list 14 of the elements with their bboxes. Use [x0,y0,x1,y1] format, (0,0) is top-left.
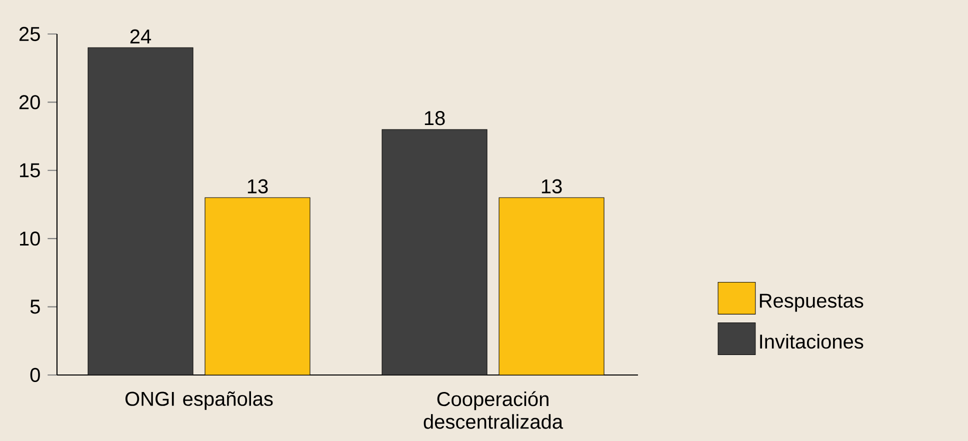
legend-label: Invitaciones [760,334,864,349]
legend-label: Respuestas [760,294,864,312]
data-label: 13 [542,179,562,194]
y-tick-label: 5 [30,300,40,314]
data-label: 18 [424,111,445,126]
data-label: 13 [248,179,268,194]
y-tick-label: 25 [19,26,40,42]
data-label: 24 [130,29,152,44]
y-tick-label: 20 [19,95,40,110]
y-tick-label: 15 [20,163,40,178]
x-tick-label: Cooperación descentralizada [424,391,564,429]
x-tick-label: ONGI españolas [125,391,273,410]
y-tick-label: 10 [20,232,40,246]
y-tick-label: 0 [30,368,40,382]
